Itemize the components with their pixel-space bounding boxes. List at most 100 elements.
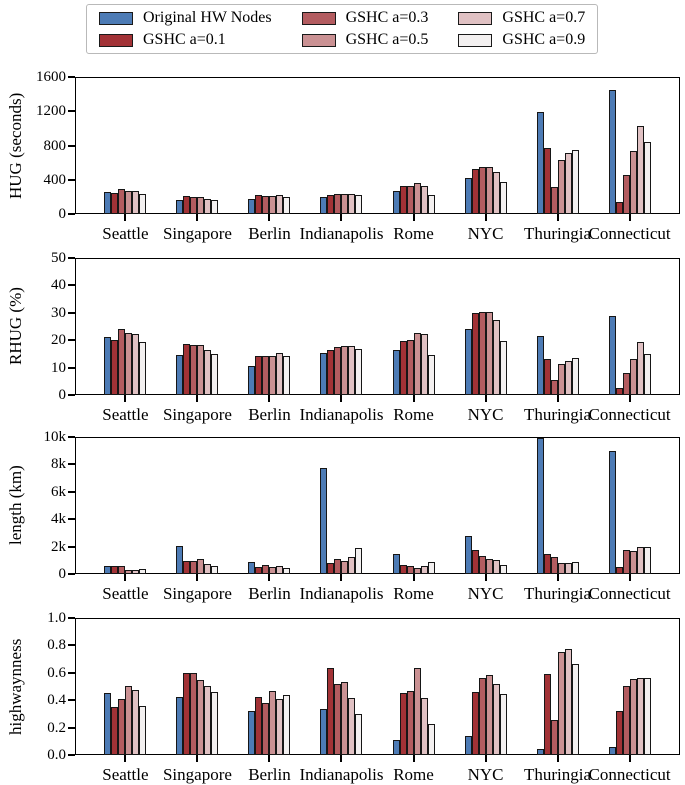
- bar-NYC-series0: [465, 536, 472, 574]
- bar-Singapore-series0: [176, 355, 183, 395]
- bar-Connecticut-series0: [609, 90, 616, 214]
- x-tick: [124, 395, 127, 402]
- bar-Rome-series5: [428, 355, 435, 395]
- bar-Indianapolis-series0: [320, 709, 327, 755]
- y-tick: [68, 726, 75, 729]
- x-tick-label-Rome: Rome: [393, 584, 434, 603]
- bar-Seattle-series1: [111, 340, 118, 395]
- bar-Thuringia-series3: [558, 364, 565, 395]
- y-tick-label: 4k: [51, 511, 66, 528]
- bar-Connecticut-series0: [609, 747, 616, 755]
- bar-Berlin-series0: [248, 366, 255, 395]
- bar-Connecticut-series2: [623, 175, 630, 214]
- bar-NYC-series5: [500, 565, 507, 574]
- legend-item: GSHC a=0.1: [99, 31, 272, 49]
- y-tick-label: 1600: [36, 69, 66, 85]
- bar-Berlin-series5: [283, 197, 290, 214]
- bar-Thuringia-series3: [558, 563, 565, 574]
- x-tick: [268, 214, 271, 221]
- bar-Rome-series1: [400, 565, 407, 574]
- bar-Seattle-series2: [118, 699, 125, 755]
- y-tick: [68, 518, 75, 521]
- legend-swatch-icon: [458, 11, 493, 25]
- bar-Thuringia-series5: [572, 358, 579, 395]
- bar-Berlin-series1: [255, 697, 262, 755]
- bar-Rome-series3: [414, 568, 421, 574]
- bar-Seattle-series2: [118, 566, 125, 574]
- bar-Connecticut-series4: [637, 342, 644, 395]
- bar-Indianapolis-series2: [334, 684, 341, 755]
- x-tick-label-Seattle: Seattle: [102, 224, 149, 243]
- bar-Berlin-series3: [269, 691, 276, 755]
- bar-Seattle-series5: [139, 342, 146, 395]
- bar-Seattle-series3: [125, 333, 132, 395]
- bar-Singapore-series3: [197, 559, 204, 574]
- y-tick-label: 0.8: [47, 637, 66, 654]
- y-tick-label: 1200: [36, 103, 66, 120]
- x-tick: [268, 755, 271, 762]
- plot-area: [75, 77, 680, 214]
- y-tick: [68, 366, 75, 369]
- bar-Rome-series4: [421, 186, 428, 214]
- bar-Connecticut-series3: [630, 679, 637, 755]
- x-tick-label-Connecticut: Connecticut: [588, 584, 671, 603]
- bar-Indianapolis-series1: [327, 350, 334, 395]
- bar-Singapore-series2: [190, 197, 197, 214]
- legend-item: GSHC a=0.3: [301, 9, 429, 27]
- x-tick-label-Seattle: Seattle: [102, 584, 149, 603]
- bar-Singapore-series5: [211, 200, 218, 214]
- bar-Singapore-series1: [183, 344, 190, 395]
- bar-Singapore-series0: [176, 200, 183, 214]
- bar-Indianapolis-series5: [355, 195, 362, 214]
- bar-Berlin-series3: [269, 356, 276, 395]
- bar-Indianapolis-series3: [341, 561, 348, 574]
- x-tick: [556, 755, 559, 762]
- bar-Thuringia-series2: [551, 380, 558, 395]
- bar-Berlin-series2: [262, 196, 269, 214]
- bar-Singapore-series2: [190, 673, 197, 755]
- bar-Connecticut-series5: [644, 354, 651, 395]
- bar-Thuringia-series0: [537, 438, 544, 574]
- bar-Indianapolis-series1: [327, 563, 334, 574]
- bar-Thuringia-series1: [544, 148, 551, 214]
- bar-Seattle-series0: [104, 337, 111, 395]
- legend-label: GSHC a=0.3: [345, 9, 429, 26]
- plot-area: [75, 258, 680, 395]
- x-tick: [484, 574, 487, 581]
- bar-NYC-series3: [486, 559, 493, 574]
- bar-Indianapolis-series4: [348, 557, 355, 574]
- y-tick: [68, 257, 75, 259]
- bar-Seattle-series5: [139, 194, 146, 214]
- legend-label: GSHC a=0.5: [345, 31, 429, 48]
- y-tick: [68, 699, 75, 702]
- bar-Thuringia-series1: [544, 359, 551, 395]
- bar-Berlin-series4: [276, 195, 283, 214]
- bar-Rome-series2: [407, 691, 414, 755]
- bar-Singapore-series4: [204, 199, 211, 214]
- bar-Thuringia-series1: [544, 554, 551, 574]
- y-tick: [68, 644, 75, 647]
- y-tick: [68, 490, 75, 493]
- bar-Berlin-series0: [248, 199, 255, 214]
- bar-Rome-series3: [414, 333, 421, 395]
- bar-Singapore-series1: [183, 673, 190, 755]
- bar-Thuringia-series1: [544, 674, 551, 755]
- x-tick: [556, 395, 559, 402]
- bar-NYC-series1: [472, 550, 479, 574]
- x-tick: [628, 214, 631, 221]
- bar-Connecticut-series0: [609, 451, 616, 574]
- x-tick-label-Singapore: Singapore: [162, 584, 232, 603]
- bar-Connecticut-series1: [616, 711, 623, 755]
- bar-Indianapolis-series4: [348, 698, 355, 755]
- plot-area: [75, 437, 680, 574]
- bar-NYC-series0: [465, 736, 472, 755]
- bar-Connecticut-series4: [637, 126, 644, 214]
- x-tick-label-Thuringia: Thuringia: [524, 224, 592, 243]
- bar-Rome-series1: [400, 693, 407, 755]
- bar-Connecticut-series3: [630, 151, 637, 214]
- bar-Berlin-series2: [262, 565, 269, 574]
- bar-Singapore-series1: [183, 561, 190, 574]
- bar-NYC-series0: [465, 178, 472, 214]
- bar-Thuringia-series3: [558, 160, 565, 214]
- y-tick-label: 0: [58, 387, 67, 403]
